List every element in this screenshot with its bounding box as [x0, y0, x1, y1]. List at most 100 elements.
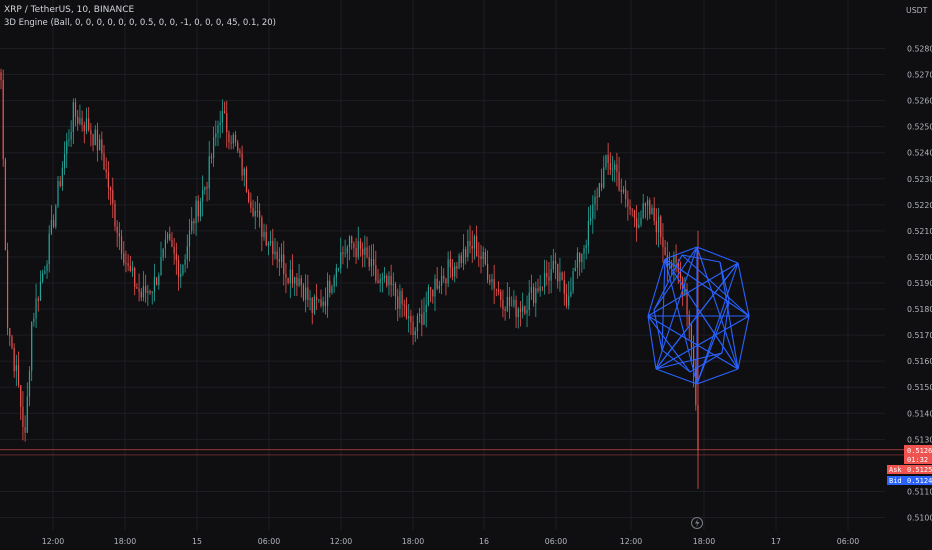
candle-body [622, 189, 625, 192]
candle-body [50, 219, 53, 234]
candle-body [673, 255, 675, 268]
candle-body [42, 273, 44, 282]
candle-body [491, 279, 493, 283]
candle-body [213, 137, 215, 159]
candle-body [530, 286, 533, 293]
candle-body [156, 277, 158, 286]
candle-body [267, 243, 270, 246]
candle-body [311, 298, 313, 313]
candle-body [456, 266, 458, 269]
candle-body [594, 196, 596, 205]
candle-body [405, 305, 408, 319]
candle-body [307, 287, 309, 300]
candle-body [112, 190, 114, 204]
candle-body [458, 255, 460, 269]
candle-body [686, 289, 688, 315]
ask-label: Ask [889, 466, 902, 474]
candle-body [605, 154, 607, 168]
candle-body [370, 259, 373, 267]
candle-body [199, 201, 202, 217]
lightning-icon[interactable] [691, 517, 703, 529]
candle-body [432, 289, 434, 297]
y-tick-label: 0.5100 [907, 514, 932, 523]
candle-body [585, 245, 587, 249]
candle-body [169, 233, 171, 240]
x-tick-label: 15 [192, 537, 202, 546]
candle-body [305, 287, 307, 300]
candle-body [616, 164, 618, 172]
y-tick-label: 0.5240 [907, 149, 932, 158]
wireframe-edge [681, 254, 750, 317]
candle-body [186, 246, 188, 260]
y-tick-label: 0.5110 [907, 487, 932, 496]
candle-body [120, 236, 123, 254]
candle-body [568, 296, 570, 306]
candle-body [162, 248, 164, 258]
candle-body [24, 427, 26, 433]
candle-body [344, 253, 346, 255]
candle-body [276, 251, 278, 259]
ask-label-tag [887, 465, 904, 474]
candle-body [320, 299, 322, 306]
candle-body [55, 206, 57, 227]
candle-body [421, 314, 423, 325]
candle-body [476, 236, 478, 256]
price-tags: 0.5126 01:32 Ask 0.5125 Bid 0.5124 [887, 445, 932, 485]
candle-body [607, 154, 609, 164]
candle-body [274, 251, 276, 255]
candle-body [0, 72, 2, 80]
candle-body [469, 240, 471, 246]
candle-body [171, 239, 173, 247]
candle-body [96, 129, 99, 151]
bid-label: Bid [889, 477, 902, 485]
candle-body [633, 210, 636, 218]
y-tick-label: 0.5260 [907, 97, 932, 106]
candle-body [419, 314, 421, 316]
candle-body [263, 231, 265, 238]
candle-body [234, 134, 237, 143]
wireframe-edge [655, 246, 698, 370]
candle-body [219, 122, 221, 126]
candle-body [79, 118, 81, 124]
candle-body [302, 285, 305, 300]
candle-body [427, 287, 430, 305]
candle-body [4, 159, 6, 251]
candle-body [239, 150, 241, 154]
candle-body [166, 233, 169, 240]
time-axis[interactable]: 12:00 18:00 15 06:00 12:00 18:00 16 06:00 12:00 1… [42, 537, 860, 546]
candle-body [434, 278, 436, 297]
wireframe-edge [661, 258, 666, 351]
wireframe-edge [681, 254, 721, 263]
candle-body [583, 248, 585, 254]
candle-body [497, 289, 500, 292]
candle-body [285, 274, 287, 278]
candle-body [513, 299, 515, 306]
x-tick-label: 16 [479, 537, 489, 546]
candle-body [164, 239, 166, 249]
candle-body [511, 305, 513, 307]
candle-body [533, 286, 535, 304]
wireframe-edge [737, 262, 750, 317]
candle-body [690, 325, 693, 348]
price-axis[interactable]: USDT 0.5280 0.5270 0.5260 0.5250 0.5240 0.523… [906, 6, 932, 523]
y-tick-label: 0.5140 [907, 409, 932, 418]
candle-body [460, 255, 462, 264]
indicator-label[interactable]: 3D Engine (Ball, 0, 0, 0, 0, 0, 0, 0.5, … [4, 18, 276, 28]
candle-body [478, 255, 480, 257]
candle-body [138, 288, 140, 292]
candle-body [462, 249, 465, 264]
symbol-title[interactable]: XRP / TetherUS, 10, BINANCE [4, 5, 135, 15]
candle-body [202, 189, 204, 202]
candle-body [570, 291, 572, 297]
candle-body [191, 220, 193, 231]
candle-body [136, 287, 138, 289]
wireframe-edge [696, 246, 739, 370]
candle-body [627, 199, 629, 207]
candle-body [392, 283, 394, 286]
candle-body [145, 285, 147, 293]
candle-body [269, 241, 272, 244]
candle-body [298, 278, 300, 286]
wireframe-edge [655, 352, 723, 370]
candle-body [603, 167, 605, 188]
